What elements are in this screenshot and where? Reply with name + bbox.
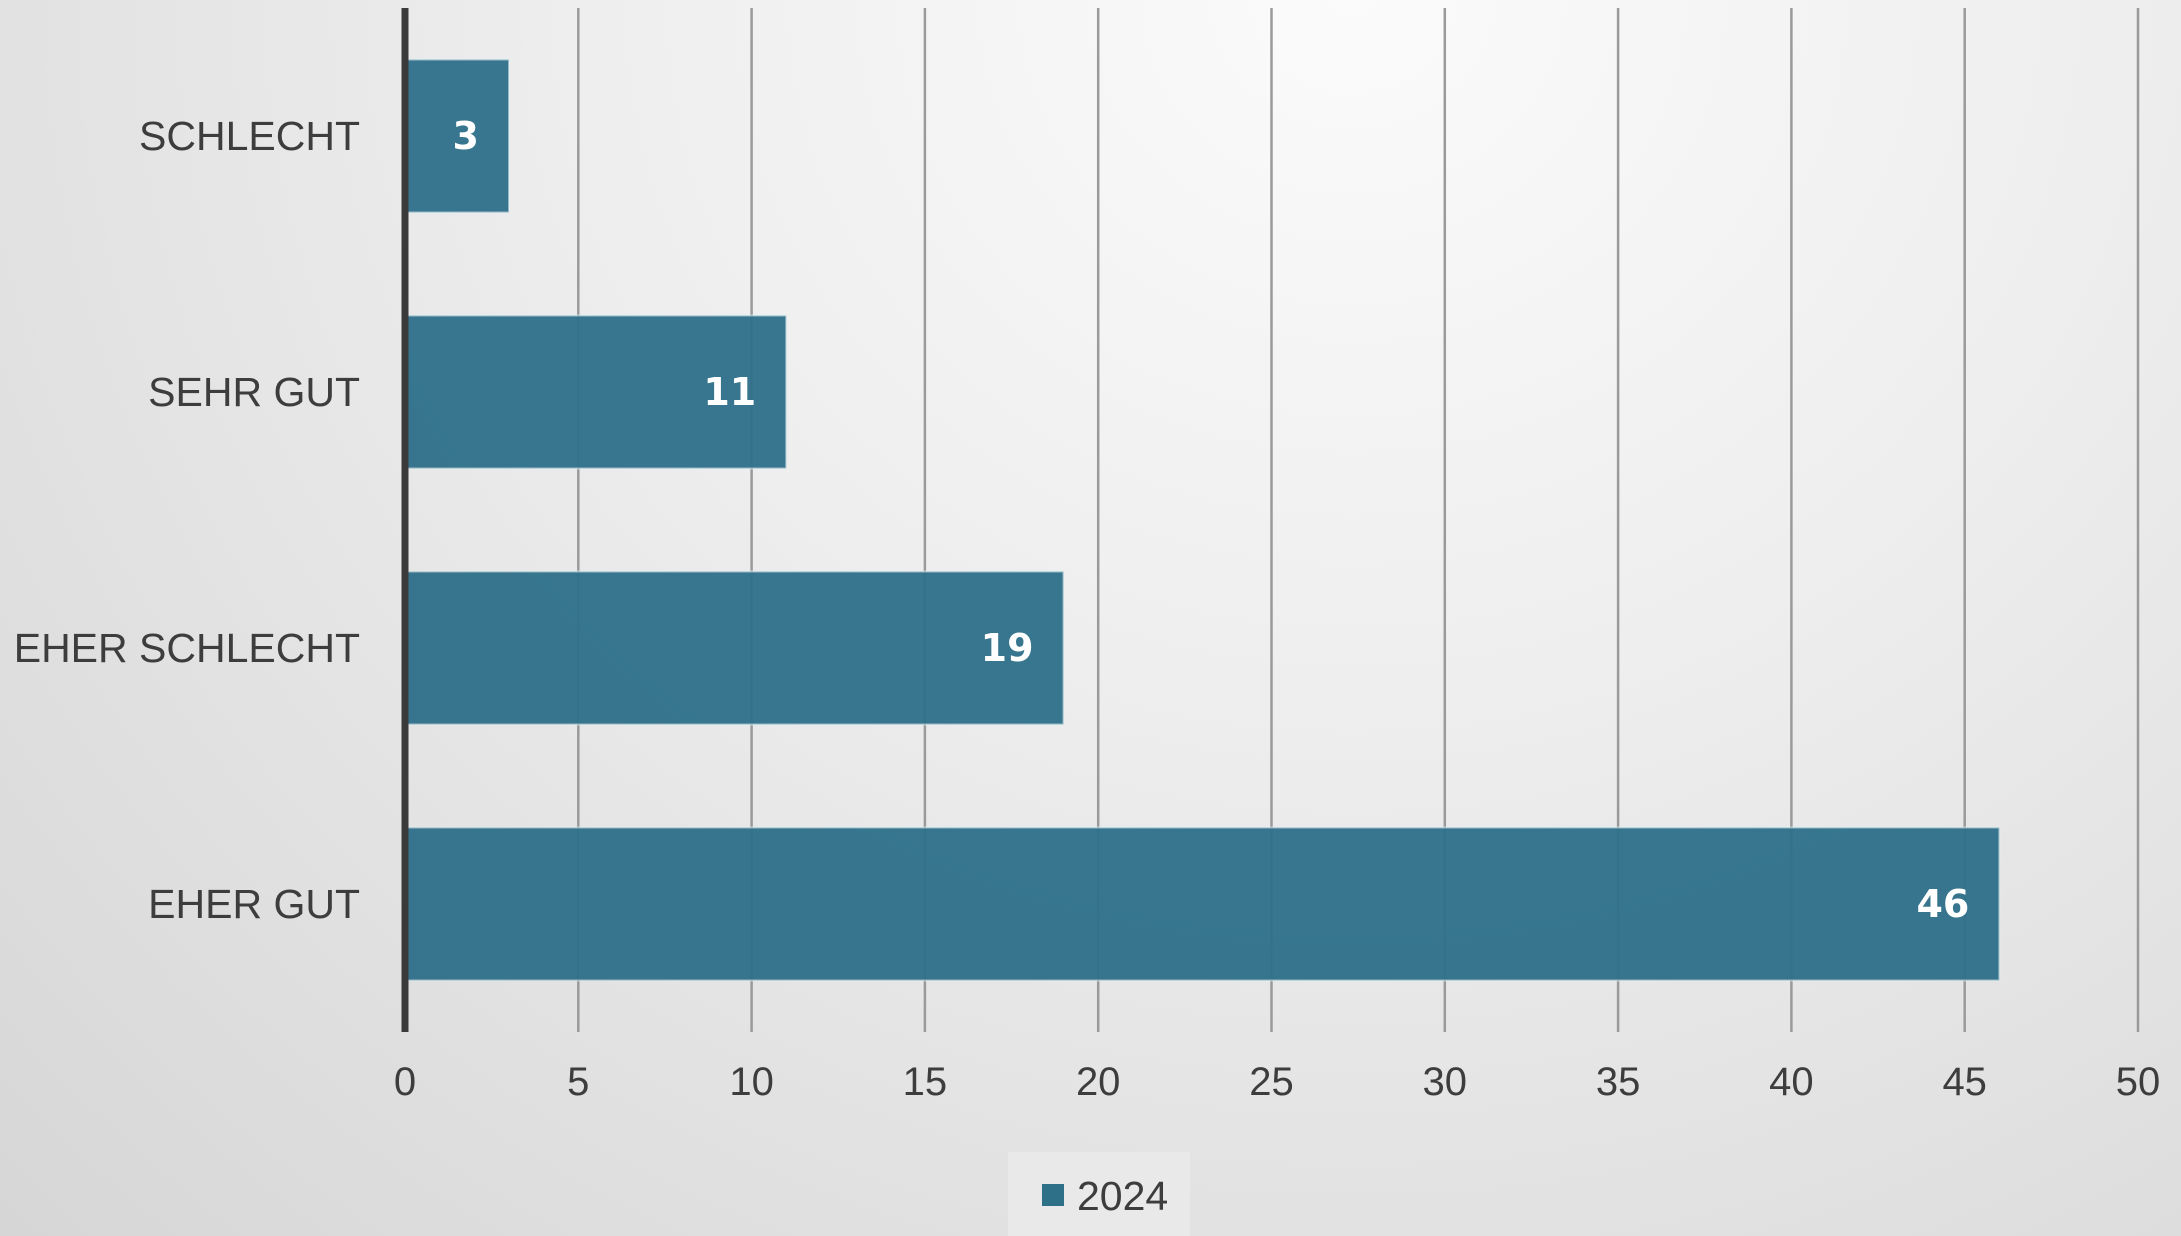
x-tick-label: 40: [1769, 1060, 1814, 1104]
x-tick-label: 45: [1942, 1060, 1987, 1104]
bar: [404, 826, 2001, 982]
bar: [404, 570, 1065, 726]
category-label: EHER GUT: [148, 881, 360, 927]
data-label: 11: [703, 370, 756, 414]
bar: [404, 58, 510, 214]
bars: [404, 58, 2001, 982]
gridlines: [577, 8, 2140, 1032]
data-label: 46: [1916, 882, 1969, 926]
category-label: SCHLECHT: [139, 113, 360, 159]
category-labels: SCHLECHT SEHR GUT EHER SCHLECHT EHER GUT: [14, 113, 360, 927]
x-tick-label: 50: [2116, 1060, 2161, 1104]
x-tick-label: 0: [394, 1060, 416, 1104]
data-label: 3: [453, 114, 479, 158]
x-tick-label: 25: [1249, 1060, 1294, 1104]
legend-box: [1008, 1152, 1190, 1236]
data-label: 19: [981, 626, 1034, 670]
x-tick-label: 15: [903, 1060, 948, 1104]
legend: 2024: [1008, 1152, 1190, 1236]
x-tick-labels: 0 5 10 15 20 25 30 35 40 45 50: [394, 1060, 2160, 1104]
x-tick-label: 10: [729, 1060, 774, 1104]
x-tick-label: 5: [567, 1060, 589, 1104]
legend-label: 2024: [1077, 1173, 1168, 1219]
legend-swatch: [1042, 1184, 1064, 1206]
category-label: EHER SCHLECHT: [14, 625, 360, 671]
category-label: SEHR GUT: [148, 369, 360, 415]
data-labels: 3 11 19 46: [453, 114, 1970, 926]
x-tick-label: 20: [1076, 1060, 1121, 1104]
x-tick-label: 30: [1423, 1060, 1468, 1104]
x-tick-label: 35: [1596, 1060, 1641, 1104]
